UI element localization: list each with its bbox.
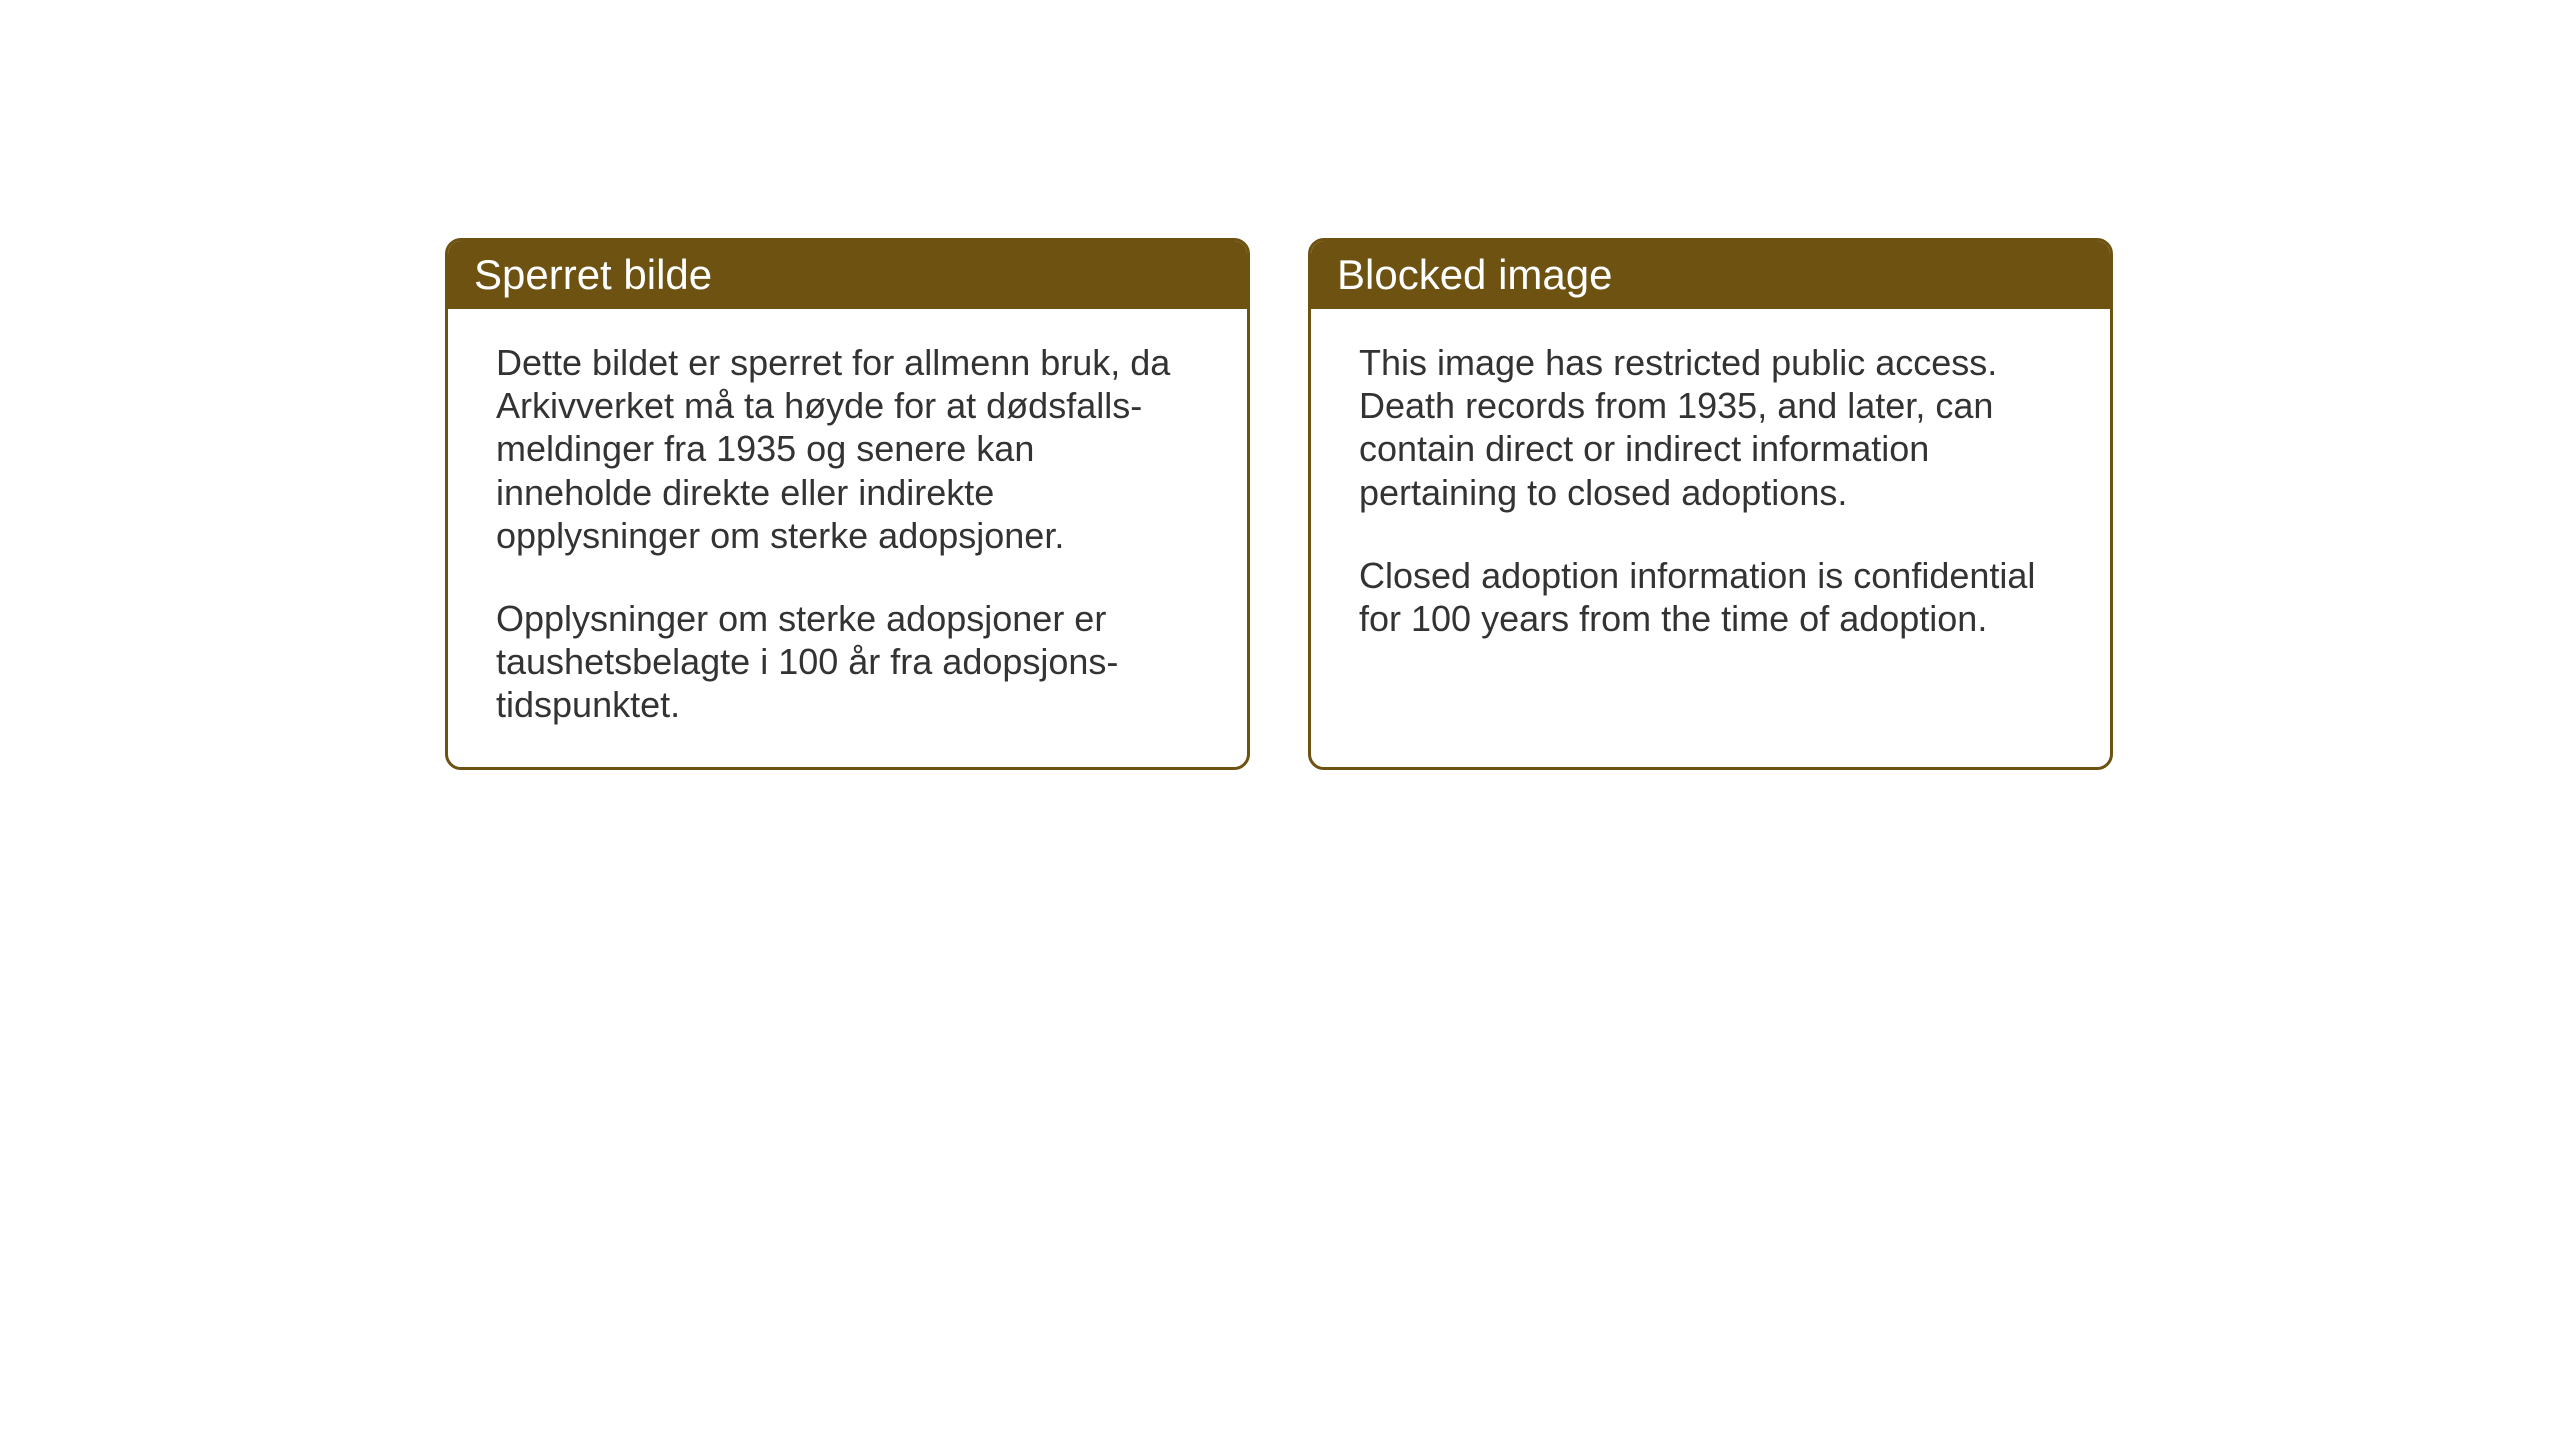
english-card-title: Blocked image bbox=[1311, 241, 2110, 309]
english-paragraph-1: This image has restricted public access.… bbox=[1359, 341, 2062, 514]
english-card-body: This image has restricted public access.… bbox=[1311, 309, 2110, 739]
english-paragraph-2: Closed adoption information is confident… bbox=[1359, 554, 2062, 640]
norwegian-card-body: Dette bildet er sperret for allmenn bruk… bbox=[448, 309, 1247, 767]
english-notice-card: Blocked image This image has restricted … bbox=[1308, 238, 2113, 770]
norwegian-paragraph-2: Opplysninger om sterke adopsjoner er tau… bbox=[496, 597, 1199, 727]
norwegian-notice-card: Sperret bilde Dette bildet er sperret fo… bbox=[445, 238, 1250, 770]
notice-container: Sperret bilde Dette bildet er sperret fo… bbox=[445, 238, 2113, 770]
norwegian-paragraph-1: Dette bildet er sperret for allmenn bruk… bbox=[496, 341, 1199, 557]
norwegian-card-title: Sperret bilde bbox=[448, 241, 1247, 309]
